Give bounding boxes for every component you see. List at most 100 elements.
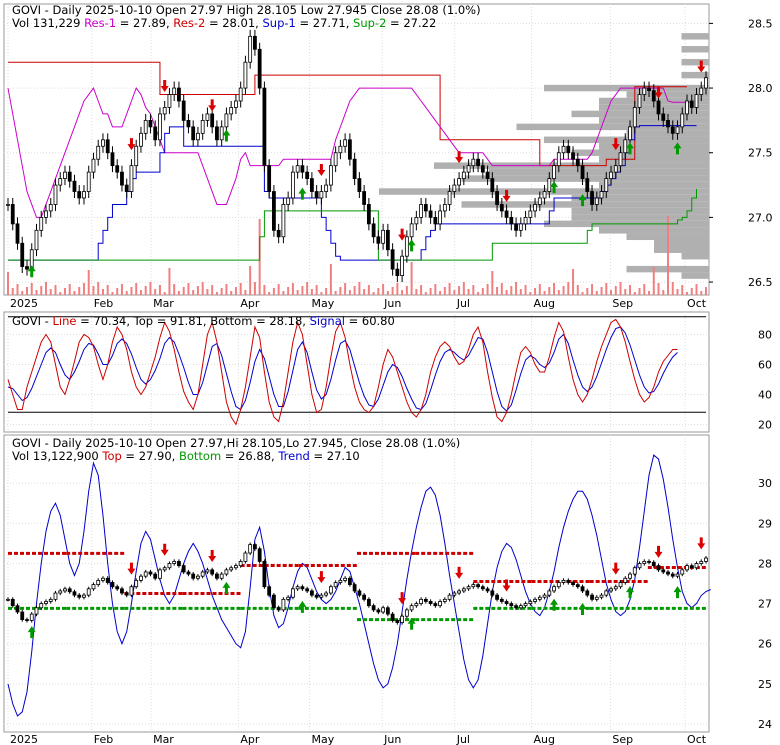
candle-body xyxy=(613,586,618,590)
candle-body xyxy=(480,165,485,173)
down-arrow xyxy=(127,138,136,151)
header-segment: = 28.18, xyxy=(252,314,309,328)
candle-body xyxy=(257,548,262,562)
volume-bar xyxy=(424,292,427,295)
volume-bar xyxy=(244,290,247,295)
down-arrow xyxy=(502,189,511,202)
candle-body xyxy=(338,145,343,154)
candle-body xyxy=(148,120,153,128)
volume-bar xyxy=(386,291,389,295)
volume-bar xyxy=(543,291,546,295)
candle-body xyxy=(148,571,153,575)
header-segment: = 91.81, xyxy=(153,314,210,328)
candle-body xyxy=(381,229,386,244)
candle-body xyxy=(224,113,229,128)
candle-body xyxy=(86,171,91,192)
volume-bar xyxy=(263,285,266,295)
up-arrow xyxy=(407,617,416,630)
volume-profile-bar xyxy=(599,181,709,189)
volume-bar xyxy=(234,287,237,295)
volume-bar xyxy=(638,288,641,295)
candle-body xyxy=(694,563,699,569)
volume-bar xyxy=(230,291,233,295)
volume-profile-bar xyxy=(599,143,709,150)
volume-bar xyxy=(401,290,404,295)
volume-bar xyxy=(239,283,242,295)
candle-body xyxy=(537,197,542,205)
candle-body xyxy=(290,171,295,199)
candle-body xyxy=(452,592,457,596)
volume-bar xyxy=(21,291,24,295)
candle-body xyxy=(333,582,338,588)
candle-body xyxy=(162,567,167,571)
candle-body xyxy=(324,184,329,192)
candle-body xyxy=(571,152,575,160)
candle-body xyxy=(485,171,490,179)
up-arrow xyxy=(298,600,307,613)
candle-body xyxy=(10,598,15,607)
candle-body xyxy=(670,573,675,577)
volume-bar xyxy=(643,284,646,295)
trend-candles xyxy=(6,542,708,625)
candle-body xyxy=(390,249,395,270)
candle-body xyxy=(623,139,628,154)
candle-body xyxy=(272,191,276,231)
volume-bar xyxy=(158,285,161,295)
candle-body xyxy=(205,569,210,573)
candle-body xyxy=(400,255,405,277)
candle-body xyxy=(124,184,129,192)
candle-body xyxy=(44,601,48,604)
candle-body xyxy=(533,598,537,602)
candle-body xyxy=(542,594,547,598)
down-arrow xyxy=(697,537,706,550)
header-segment: = 26.88, xyxy=(221,449,278,463)
candle-body xyxy=(328,586,333,594)
candle-body xyxy=(476,158,480,167)
volume-bar xyxy=(667,216,670,295)
candle-body xyxy=(604,590,609,596)
candle-body xyxy=(343,139,348,147)
volume-bar xyxy=(253,282,256,295)
candle-body xyxy=(376,236,381,244)
trend-x-axis: 2025 Feb Mar Apr May Jun Jul Aug Sep Oct xyxy=(10,733,707,745)
candle-body xyxy=(438,210,442,225)
volume-profile-bar xyxy=(626,91,709,98)
y-tick-label: 26 xyxy=(758,638,772,651)
down-arrow xyxy=(697,60,706,73)
candle-body xyxy=(637,563,642,569)
volume-bar xyxy=(481,288,484,295)
candle-body xyxy=(404,609,409,617)
volume-bar xyxy=(439,291,442,295)
volume-profile-bar xyxy=(681,58,709,66)
candle-body xyxy=(381,607,386,613)
candle-body xyxy=(276,607,281,611)
x-tick-label: Aug xyxy=(534,297,555,310)
candle-body xyxy=(134,579,139,588)
candle-body xyxy=(343,577,348,581)
volume-bar xyxy=(54,285,57,295)
candle-body xyxy=(694,94,699,108)
candle-body xyxy=(485,588,490,592)
volume-bar xyxy=(111,292,114,295)
candle-body xyxy=(172,87,177,95)
x-tick-label: Feb xyxy=(94,733,113,745)
down-arrow xyxy=(611,562,620,575)
up-arrow xyxy=(578,602,587,615)
candle-body xyxy=(181,100,186,121)
candle-body xyxy=(618,582,623,588)
volume-bar xyxy=(434,284,437,295)
volume-bar xyxy=(581,292,584,295)
candle-body xyxy=(362,594,367,600)
y-tick-label: 80 xyxy=(758,329,772,342)
volume-profile-bar xyxy=(461,201,709,208)
volume-bar xyxy=(44,282,47,295)
candle-body xyxy=(637,94,642,108)
volume-profile-bar xyxy=(599,227,709,234)
volume-bar xyxy=(182,287,185,295)
candle-body xyxy=(471,158,476,167)
candle-body xyxy=(328,165,333,186)
down-arrow xyxy=(317,164,326,177)
candle-body xyxy=(495,594,499,600)
candle-body xyxy=(642,561,647,564)
candle-body xyxy=(561,145,566,154)
